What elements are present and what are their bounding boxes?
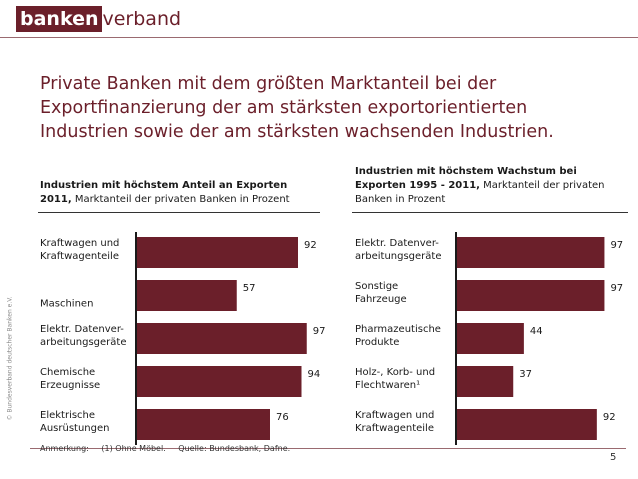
right-subhead-normal: Marktanteil der privaten Banken in Proze… (355, 180, 605, 205)
chart-1-category-label-5: Elektrische Ausrüstungen (40, 410, 109, 434)
chart-2-value-label-4: 37 (519, 369, 532, 380)
chart-1-category-label-1: Kraftwagen und Kraftwagenteile (40, 238, 119, 262)
left-subhead-bold: Industrien mit höchstem Anteil an Export… (40, 180, 288, 205)
page-number: 5 (610, 452, 617, 463)
right-subhead-bold: Industrien mit höchstem Wachstum bei Exp… (355, 166, 577, 191)
chart-1-category-label-4: Chemische Erzeugnisse (40, 367, 100, 391)
chart-1-value-label-3: 97 (313, 326, 326, 337)
chart-1-bar-3 (137, 323, 307, 354)
chart-2-category-label-4: Holz-, Korb- und Flechtwaren¹ (355, 367, 435, 391)
chart-1-bar-1 (137, 237, 298, 268)
logo-part-banken: banken (16, 6, 102, 32)
footnote-source: Quelle: Bundesbank, Dafne. (178, 444, 291, 453)
bankenverband-logo: banken verband (16, 6, 183, 32)
chart-2-category-label-5: Kraftwagen und Kraftwagenteile (355, 410, 434, 434)
chart-2-category-label-2: Sonstige Fahrzeuge (355, 281, 407, 305)
chart-2-bar-3 (457, 323, 524, 354)
chart-1-value-label-4: 94 (308, 369, 321, 380)
chart-1-bar-2 (137, 280, 237, 311)
right-chart-subhead: Industrien mit höchstem Wachstum bei Exp… (355, 165, 625, 207)
chart-2-bar-5 (457, 409, 597, 440)
chart-1-category-label-3: Elektr. Datenver-arbeitungsgeräte (40, 324, 126, 348)
header-rule (0, 37, 638, 38)
footer-rule (30, 448, 626, 449)
footnote-label: Anmerkung: (40, 444, 89, 453)
chart-1-value-label-2: 57 (243, 283, 256, 294)
chart-2-bar-2 (457, 280, 605, 311)
logo-part-verband: verband (102, 8, 182, 30)
right-subhead-rule (352, 212, 628, 213)
chart-1-bar-5 (137, 409, 270, 440)
footnote-note: (1) Ohne Möbel. (101, 444, 166, 453)
chart-2-value-label-1: 97 (610, 240, 623, 251)
chart-2-value-label-2: 97 (610, 283, 623, 294)
chart-2-bar-4 (457, 366, 514, 397)
chart-2-category-label-1: Elektr. Datenver-arbeitungsgeräte (355, 238, 441, 262)
chart-2-value-label-5: 92 (603, 412, 616, 423)
chart-1-bar-4 (137, 366, 302, 397)
slide-title: Private Banken mit dem größten Marktante… (40, 74, 554, 142)
left-subhead-rule (38, 212, 320, 213)
footnote: Anmerkung: (1) Ohne Möbel. Quelle: Bunde… (40, 444, 300, 453)
chart-2-value-label-3: 44 (530, 326, 543, 337)
chart-2-category-label-3: Pharmazeutische Produkte (355, 324, 441, 348)
left-chart-subhead: Industrien mit höchstem Anteil an Export… (40, 179, 320, 207)
chart-1-value-label-1: 92 (304, 240, 317, 251)
left-subhead-normal: Marktanteil der privaten Banken in Proze… (71, 194, 290, 205)
chart-1-value-label-5: 76 (276, 412, 289, 423)
chart-2-bar-1 (457, 237, 605, 268)
chart-1-category-label-2: Maschinen (40, 299, 93, 310)
